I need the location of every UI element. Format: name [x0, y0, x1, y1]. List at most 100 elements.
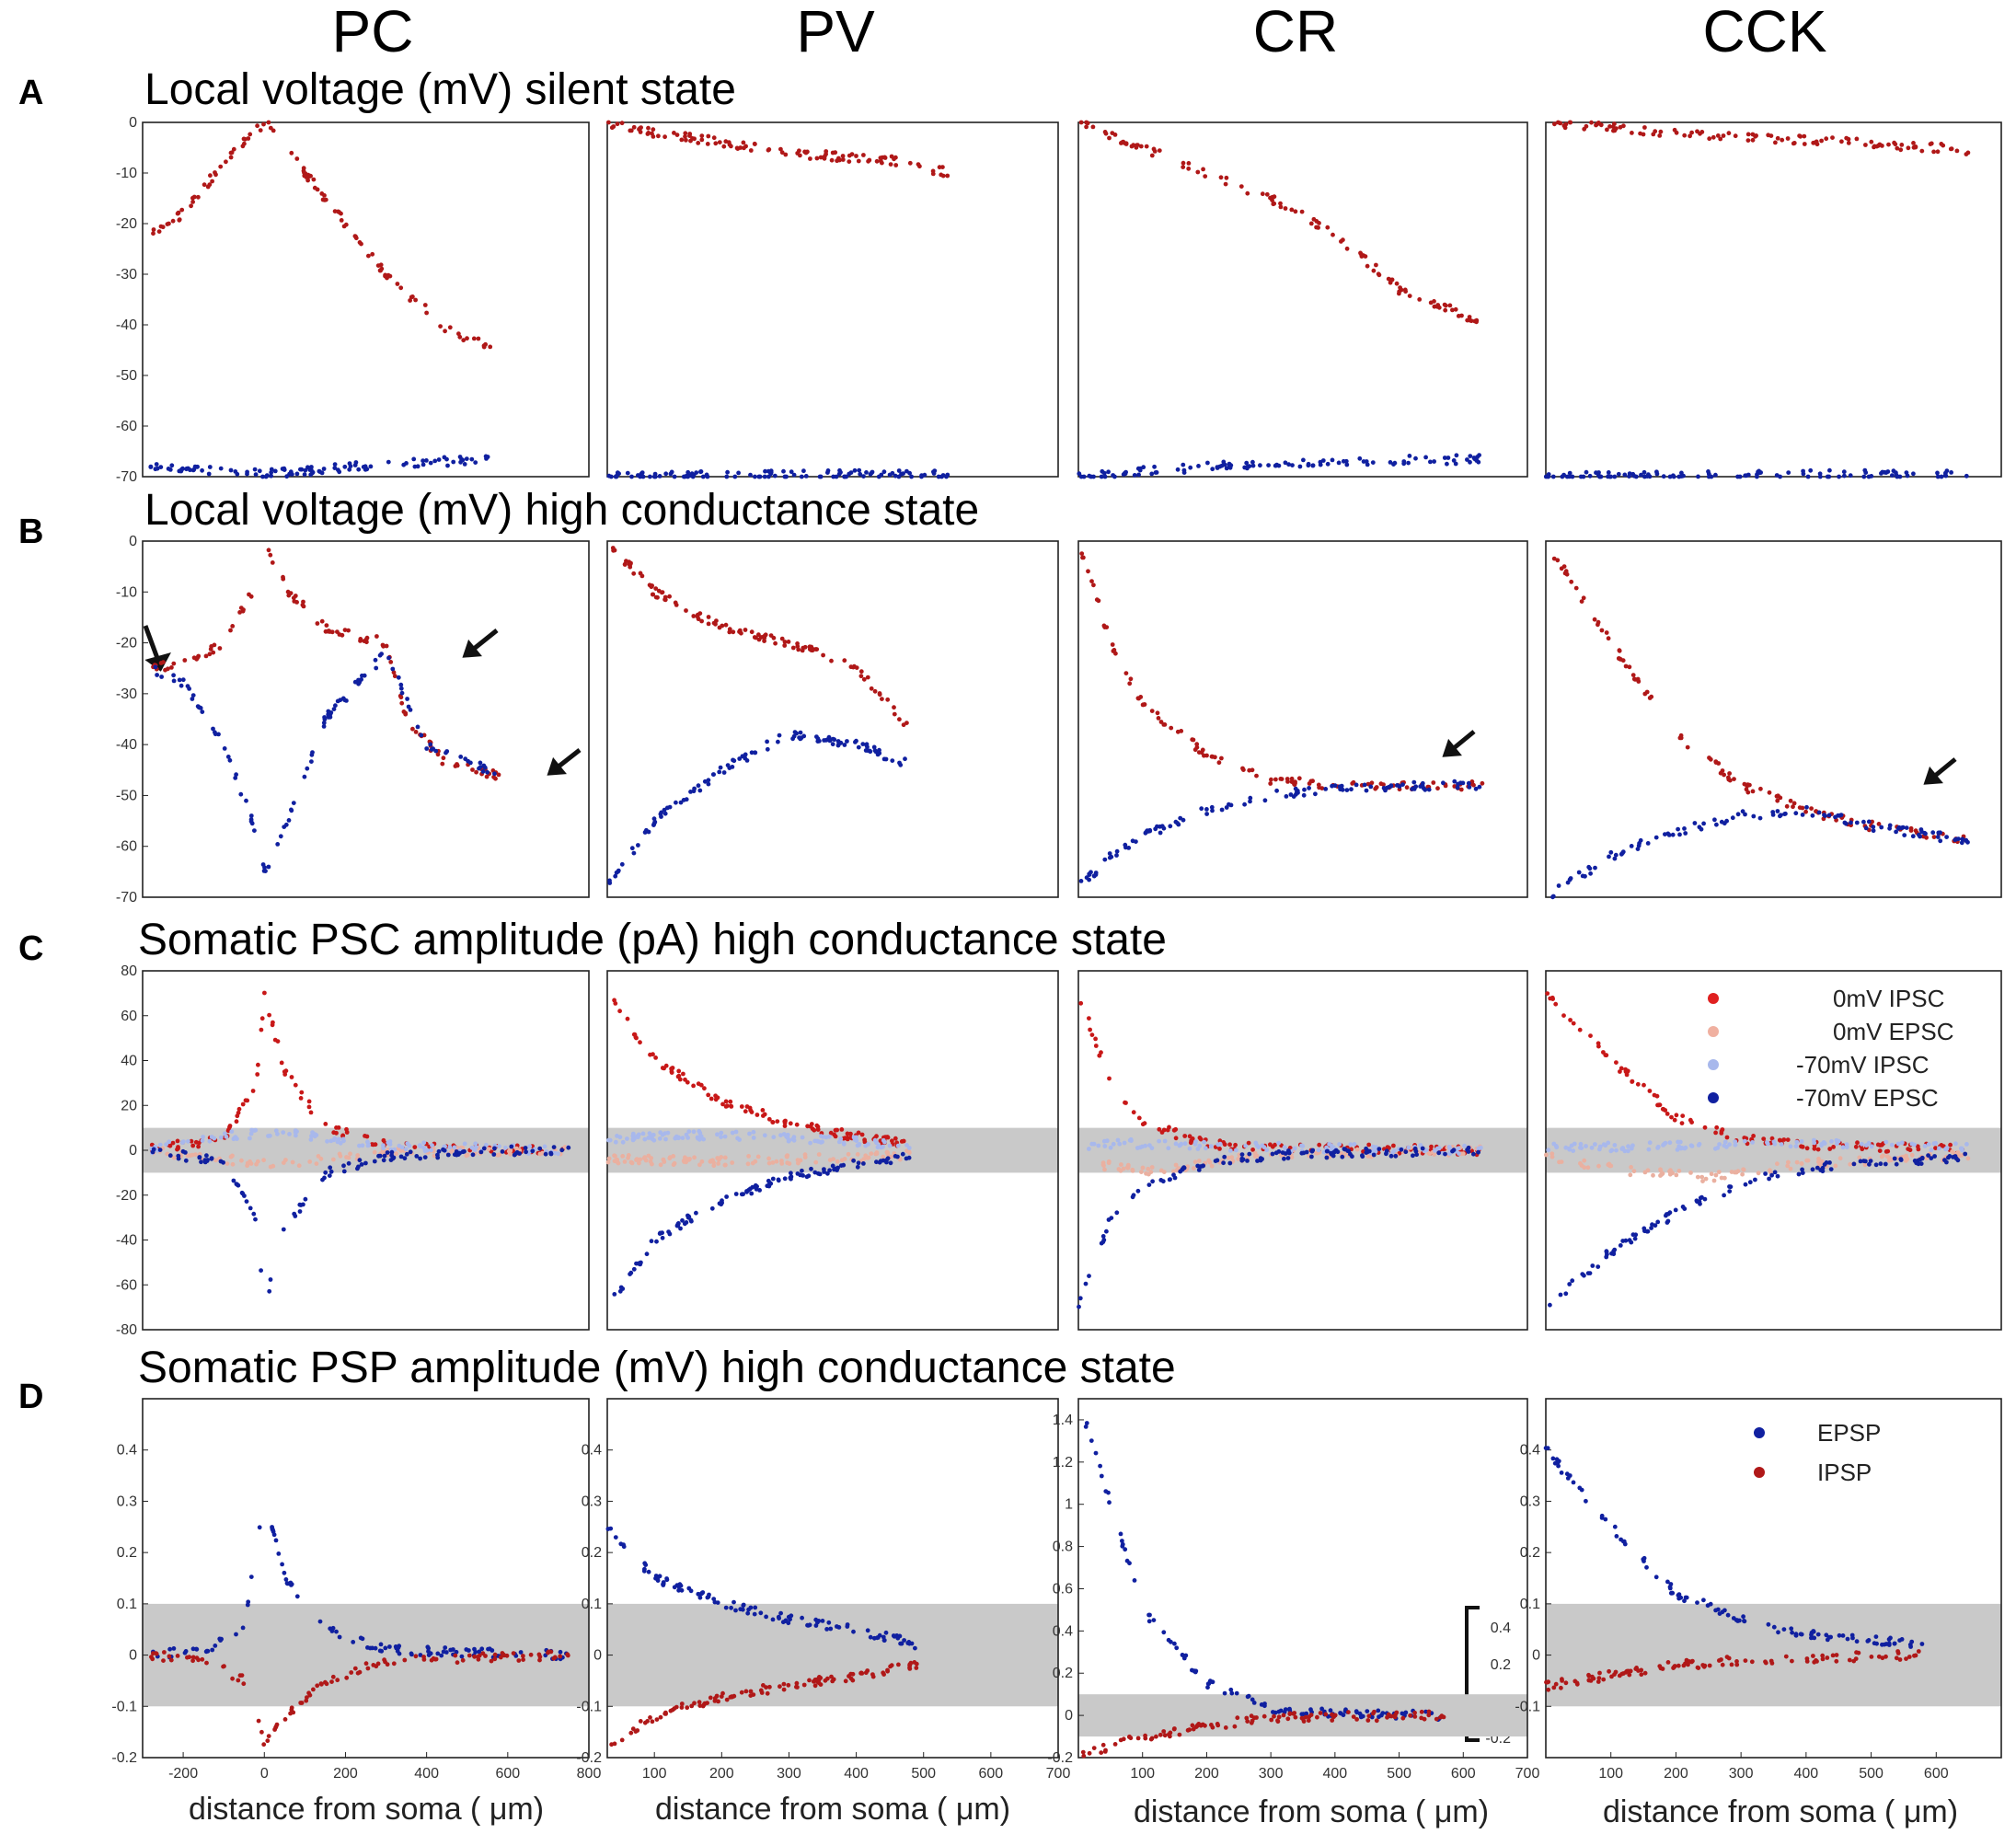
data-point: [1106, 1217, 1112, 1222]
data-point: [1250, 459, 1255, 465]
data-point: [800, 648, 805, 653]
data-point: [1317, 785, 1321, 790]
data-point: [196, 1144, 202, 1149]
data-point: [628, 1272, 632, 1276]
data-point: [939, 172, 944, 178]
data-point: [194, 1655, 200, 1661]
data-point: [737, 628, 743, 633]
data-point: [1717, 1142, 1722, 1147]
data-point: [1550, 474, 1556, 479]
data-point: [697, 1595, 703, 1600]
data-point: [615, 121, 620, 127]
data-point: [1426, 1709, 1432, 1714]
data-point: [739, 1104, 744, 1109]
data-point: [1403, 289, 1408, 294]
data-point: [189, 203, 194, 209]
data-point: [315, 187, 320, 192]
data-point: [1577, 1485, 1583, 1491]
data-point: [1904, 470, 1909, 475]
data-point: [1719, 1657, 1723, 1662]
data-point: [640, 1131, 646, 1136]
data-point: [808, 156, 812, 161]
data-point: [1896, 825, 1902, 830]
data-point: [372, 1149, 377, 1155]
data-point: [1827, 467, 1832, 473]
data-point: [438, 324, 443, 329]
data-point: [1745, 783, 1750, 789]
data-point: [651, 592, 656, 597]
data-point: [1592, 617, 1597, 622]
data-point: [1431, 780, 1436, 785]
data-point: [1374, 1718, 1379, 1724]
data-point: [1455, 785, 1460, 790]
data-point: [903, 756, 907, 762]
data-point: [1700, 1179, 1705, 1183]
data-point: [537, 1146, 543, 1151]
data-point: [1619, 1066, 1624, 1071]
data-point: [1124, 1558, 1130, 1563]
data-point: [801, 468, 806, 474]
data-point: [774, 1159, 779, 1164]
data-point: [694, 1210, 698, 1216]
data-point: [1108, 1145, 1113, 1150]
panel-b-cr: [1077, 540, 1528, 898]
data-point: [1251, 1715, 1257, 1721]
data-point: [203, 653, 209, 659]
data-point: [701, 1136, 706, 1142]
data-point: [190, 1646, 196, 1652]
data-point: [1160, 1179, 1166, 1184]
data-point: [453, 1653, 458, 1658]
data-point: [1959, 840, 1964, 846]
data-point: [261, 869, 267, 873]
data-point: [1606, 470, 1611, 475]
data-point: [1289, 207, 1295, 213]
data-point: [851, 1629, 856, 1634]
data-point: [1377, 1147, 1382, 1151]
data-point: [1374, 262, 1378, 268]
data-point: [1370, 460, 1376, 465]
data-point: [248, 1136, 252, 1141]
data-point: [881, 469, 887, 475]
data-point: [380, 642, 386, 648]
data-point: [1546, 1148, 1551, 1153]
data-point: [274, 1722, 280, 1727]
data-point: [436, 457, 442, 462]
data-point: [1631, 1169, 1637, 1174]
data-point: [420, 462, 426, 467]
x-tick-label: 600: [495, 1766, 520, 1782]
data-point: [271, 1020, 275, 1025]
data-point: [185, 1153, 190, 1159]
data-point: [876, 474, 881, 479]
data-point: [1652, 1092, 1657, 1098]
data-point: [1466, 780, 1471, 786]
data-point: [558, 1654, 563, 1659]
data-point: [1570, 1278, 1575, 1284]
data-point: [1630, 1078, 1635, 1084]
data-point: [896, 474, 902, 479]
data-point: [1876, 822, 1882, 826]
data-point: [715, 1156, 720, 1160]
data-point: [653, 1055, 658, 1060]
data-point: [1604, 1053, 1609, 1058]
data-point: [486, 1147, 491, 1152]
data-point: [1293, 1714, 1298, 1720]
data-point: [1469, 779, 1475, 784]
data-point: [816, 1152, 822, 1157]
data-point: [1949, 146, 1954, 152]
data-point: [1217, 1138, 1223, 1144]
data-point: [872, 688, 878, 694]
data-point: [751, 1129, 756, 1135]
data-point: [674, 603, 679, 607]
data-point: [1089, 579, 1094, 583]
data-point: [486, 1646, 490, 1652]
data-point: [1780, 137, 1785, 143]
data-point: [778, 146, 783, 152]
data-point: [874, 1150, 880, 1155]
data-point: [160, 225, 166, 230]
data-point: [1623, 1069, 1629, 1074]
data-point: [835, 743, 841, 748]
data-point: [1281, 1713, 1286, 1718]
data-point: [646, 829, 651, 835]
data-point: [356, 467, 362, 472]
